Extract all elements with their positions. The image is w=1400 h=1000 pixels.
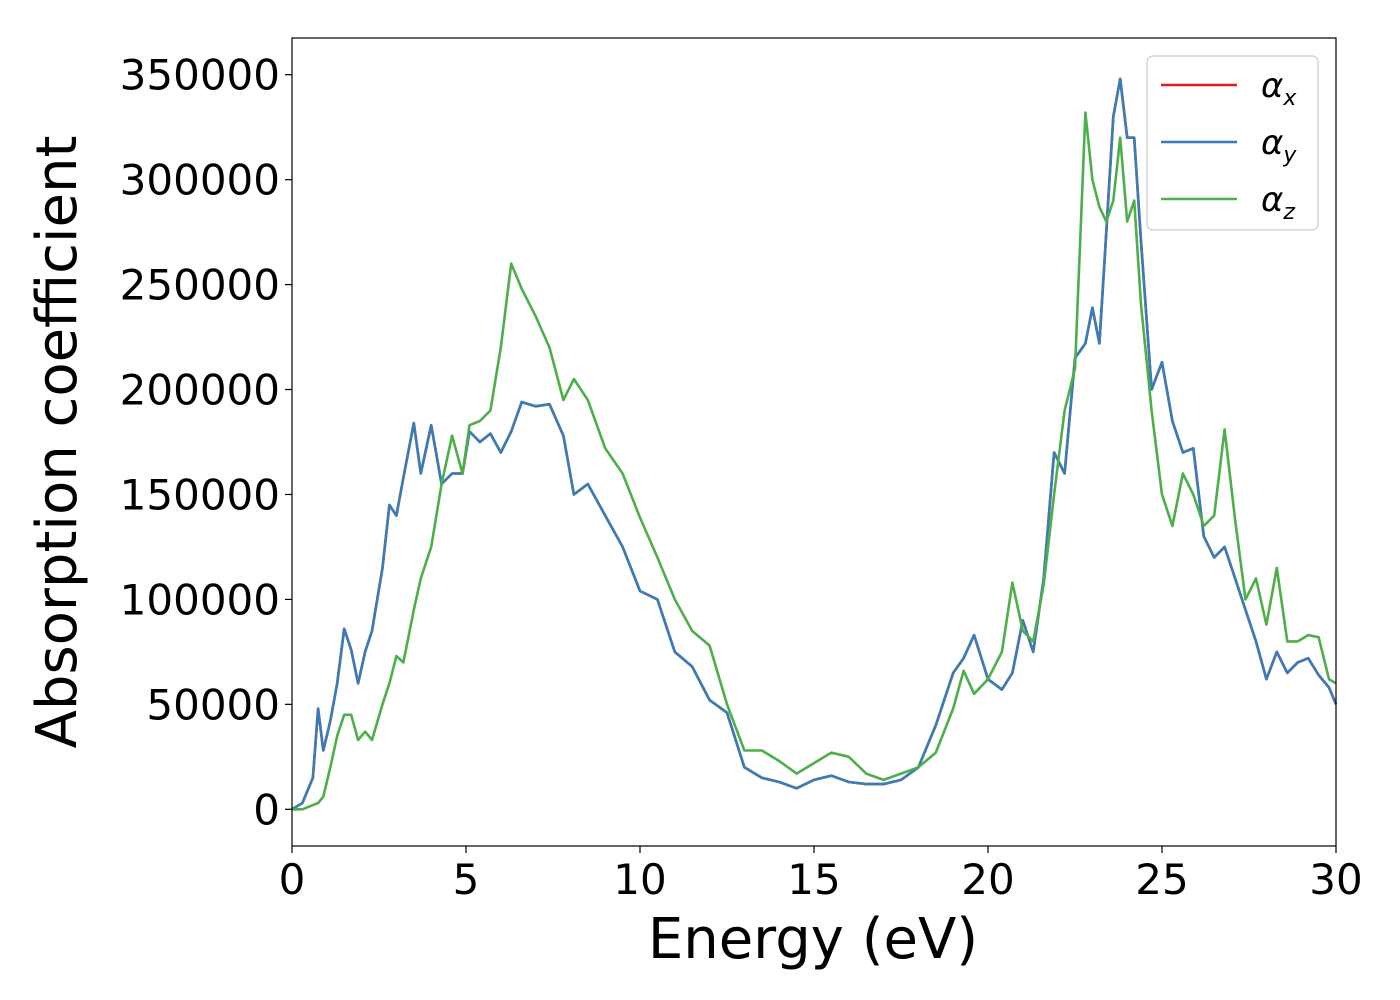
x-axis-ticks: 0 5 10 15 20 25 30 bbox=[279, 846, 1363, 904]
y-tick-label: 0 bbox=[253, 785, 280, 834]
x-tick-label: 5 bbox=[453, 855, 480, 904]
y-tick-label: 150000 bbox=[120, 470, 280, 519]
y-tick-label: 250000 bbox=[120, 261, 280, 310]
x-tick-label: 10 bbox=[613, 855, 666, 904]
y-tick-label: 350000 bbox=[120, 51, 280, 100]
y-axis-ticks: 0 50000 100000 150000 200000 250000 300000 3500… bbox=[120, 51, 292, 834]
x-tick-label: 25 bbox=[1135, 855, 1188, 904]
series-layer bbox=[291, 77, 1338, 811]
y-tick-label: 300000 bbox=[120, 156, 280, 205]
series-line-1 bbox=[291, 77, 1338, 811]
y-axis-label: Absorption coefficient bbox=[25, 136, 90, 749]
y-tick-label: 100000 bbox=[120, 575, 280, 624]
x-tick-label: 30 bbox=[1309, 855, 1362, 904]
x-axis-label: Energy (eV) bbox=[648, 907, 978, 972]
x-tick-label: 20 bbox=[961, 855, 1014, 904]
series-line-2 bbox=[292, 111, 1337, 811]
x-tick-label: 15 bbox=[787, 855, 840, 904]
y-tick-label: 200000 bbox=[120, 366, 280, 415]
y-tick-label: 50000 bbox=[146, 680, 280, 729]
x-tick-label: 0 bbox=[279, 855, 306, 904]
